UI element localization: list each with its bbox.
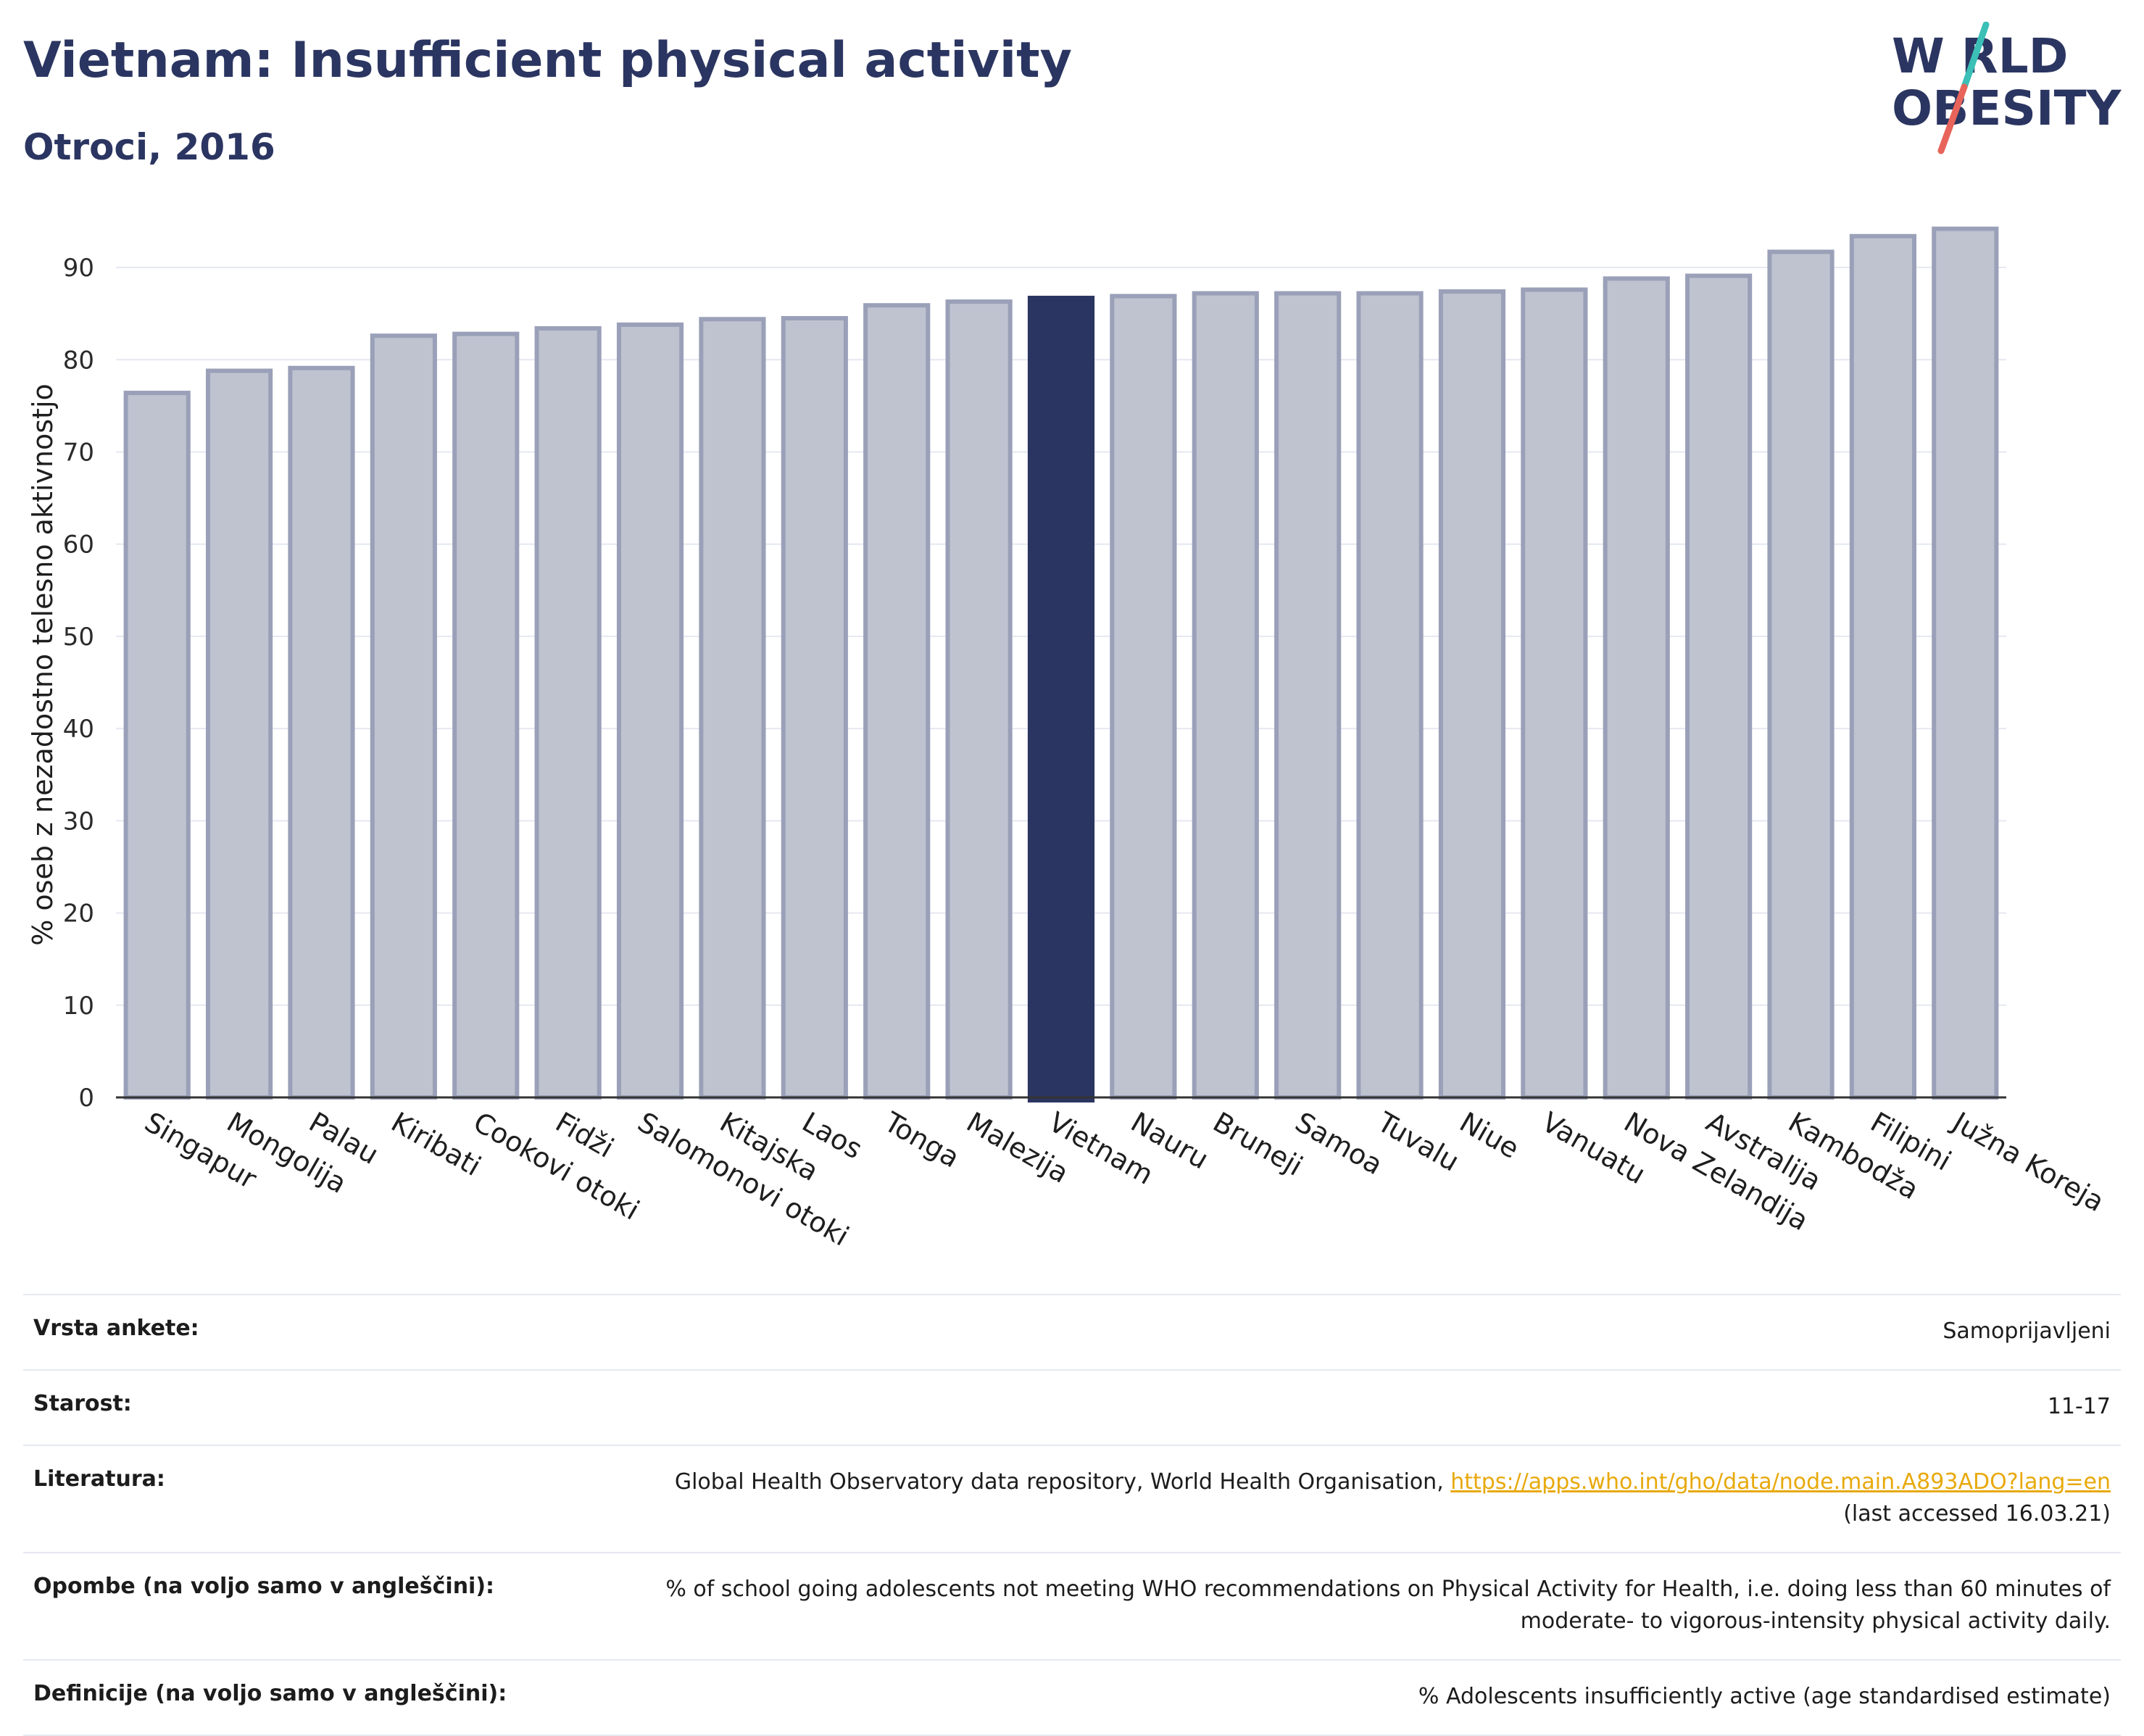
definitions-value: % Adolescents insufficiently active (age… <box>1418 1684 2111 1709</box>
survey-label: Vrsta ankete: <box>33 1316 199 1341</box>
bar-highlight <box>1027 296 1095 1103</box>
info-row-age: Starost: 11-17 <box>23 1369 2121 1445</box>
y-axis-label: % oseb z nezadostno telesno aktivnostjo <box>27 383 59 946</box>
bar <box>781 316 848 1100</box>
bar-chart: 0 10 20 30 40 50 60 70 80 90 SingapurMongolijaPal… <box>27 226 2110 1253</box>
literature-link[interactable]: https://apps.who.int/gho/data/node.main.… <box>1450 1469 2111 1495</box>
literature-accessed: (last accessed 16.03.21) <box>1843 1501 2111 1527</box>
bar <box>699 317 766 1100</box>
y-tick-label: 30 <box>63 807 94 836</box>
bar <box>1932 226 1999 1100</box>
info-row-literature: Literatura: Global Health Observatory da… <box>23 1445 2121 1552</box>
y-tick-label: 40 <box>63 715 94 744</box>
info-table: Vrsta ankete: Samoprijavljeni Starost: 1… <box>23 1294 2121 1736</box>
x-tick-label: Južna Koreja <box>1946 1105 2110 1218</box>
notes-value: % of school going adolescents not meetin… <box>665 1577 2111 1634</box>
logo-slash-bottom <box>1937 83 1968 154</box>
x-tick-label: Bruneji <box>1208 1106 1308 1182</box>
x-tick-label: Tuvalu <box>1371 1105 1464 1178</box>
bars <box>123 226 1999 1103</box>
info-row-definitions: Definicije (na voljo samo v angleščini):… <box>23 1659 2121 1736</box>
bar <box>1685 273 1753 1100</box>
bar <box>1767 249 1835 1100</box>
info-row-notes: Opombe (na voljo samo v angleščini): % o… <box>23 1552 2121 1659</box>
bar <box>1849 233 1917 1100</box>
info-row-survey: Vrsta ankete: Samoprijavljeni <box>23 1294 2121 1369</box>
literature-text: Global Health Observatory data repositor… <box>674 1469 1451 1495</box>
bar <box>205 368 273 1100</box>
y-tick-label: 20 <box>63 900 94 929</box>
bar <box>1603 276 1670 1100</box>
logo-slash-top <box>1961 22 1990 91</box>
bar <box>945 299 1013 1100</box>
bar <box>1274 291 1342 1100</box>
y-tick-label: 50 <box>63 623 94 652</box>
y-tick-label: 80 <box>63 346 94 375</box>
y-tick-labels: 0 10 20 30 40 50 60 70 80 90 <box>63 254 94 1113</box>
age-label: Starost: <box>33 1391 132 1416</box>
bar <box>288 365 355 1100</box>
bar <box>370 333 437 1100</box>
bar <box>1110 294 1177 1100</box>
age-value: 11-17 <box>2047 1394 2111 1419</box>
literature-value: Global Health Observatory data repositor… <box>675 1466 2111 1530</box>
y-tick-label: 0 <box>78 1084 94 1113</box>
bar <box>1521 287 1588 1100</box>
x-tick-label: Niue <box>1454 1106 1524 1165</box>
x-tick-label: Samoa <box>1290 1106 1388 1181</box>
page-subtitle: Otroci, 2016 <box>23 126 275 168</box>
definitions-label: Definicije (na voljo samo v angleščini): <box>33 1681 507 1706</box>
x-tick-label: Tonga <box>878 1105 965 1174</box>
bar <box>1192 291 1259 1100</box>
survey-value: Samoprijavljeni <box>1943 1318 2111 1344</box>
page-title: Vietnam: Insufficient physical activity <box>23 32 1072 89</box>
bar <box>123 391 191 1100</box>
y-tick-label: 60 <box>63 531 94 560</box>
literature-label: Literatura: <box>33 1466 165 1492</box>
y-tick-label: 90 <box>63 254 94 283</box>
y-tick-label: 10 <box>63 992 94 1021</box>
bar <box>1438 289 1506 1100</box>
world-obesity-logo: W RLD OBESITY <box>1892 22 2122 154</box>
x-tick-label: Kiribati <box>386 1106 486 1182</box>
bar <box>452 331 520 1100</box>
bar <box>863 303 931 1100</box>
logo-line-2: OBESITY <box>1892 80 2122 136</box>
bar <box>534 326 602 1100</box>
bar <box>616 322 684 1100</box>
bar <box>1356 291 1424 1100</box>
notes-label: Opombe (na voljo samo v angleščini): <box>33 1574 495 1599</box>
y-tick-label: 70 <box>63 438 94 467</box>
